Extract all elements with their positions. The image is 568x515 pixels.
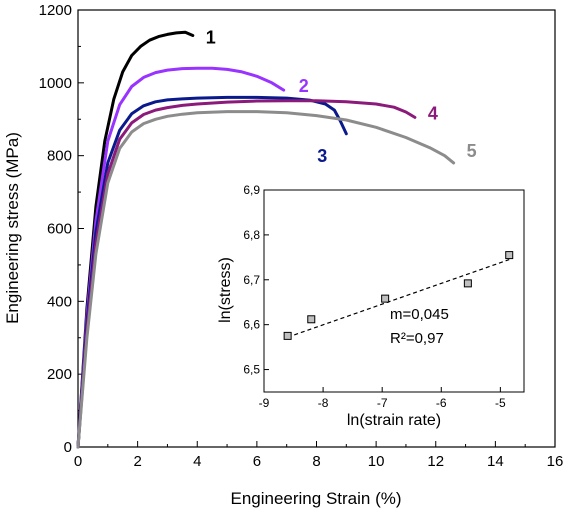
- inset-x-tick-label: -6: [436, 396, 447, 410]
- inset-x-tick-label: -8: [318, 396, 329, 410]
- inset-y-tick-label: 6,5: [243, 363, 260, 377]
- inset-x-axis-title: ln(strain rate): [347, 412, 441, 429]
- inset-data-point: [463, 279, 472, 288]
- inset-y-tick-label: 6,8: [243, 228, 260, 242]
- main-y-tick-label: 600: [47, 221, 72, 238]
- main-y-axis-title: Engineering stress (MPa): [3, 132, 22, 324]
- main-y-tick-label: 1200: [39, 2, 72, 19]
- inset-y-axis-title: ln(stress): [217, 257, 234, 323]
- main-y-tick-label: 0: [64, 439, 72, 456]
- inset-data-point: [307, 315, 316, 324]
- main-y-tick-label: 200: [47, 366, 72, 383]
- main-x-tick-label: 4: [193, 453, 201, 470]
- curve-label-1: 1: [206, 27, 216, 47]
- main-series-group: [76, 30, 456, 449]
- main-x-tick-label: 10: [368, 453, 385, 470]
- curve-label-3: 3: [317, 146, 327, 166]
- main-x-tick-label: 12: [427, 453, 444, 470]
- inset-x-tick-label: -9: [259, 396, 270, 410]
- series-line-3: [76, 95, 348, 449]
- curve-labels: 1 2 3 4 5: [206, 27, 477, 165]
- inset-data-point: [381, 294, 390, 303]
- main-y-tick-label: 800: [47, 148, 72, 165]
- main-x-tick-label: 2: [133, 453, 141, 470]
- inset-points-group: [283, 251, 514, 340]
- main-x-tick-label: 16: [547, 453, 564, 470]
- inset-data-point: [505, 251, 514, 260]
- curve-label-4: 4: [428, 103, 438, 123]
- series-line-5: [76, 110, 456, 449]
- slope-annotation: m=0,045: [390, 306, 449, 323]
- main-x-tick-label: 14: [487, 453, 504, 470]
- main-y-tick-label: 400: [47, 293, 72, 310]
- inset-data-point: [283, 331, 292, 340]
- main-x-tick-label: 6: [253, 453, 261, 470]
- r-squared-annotation: R²=0,97: [390, 330, 444, 347]
- main-x-tick-label: 0: [74, 453, 82, 470]
- inset-plot-frame: [263, 189, 525, 393]
- curve-label-2: 2: [299, 76, 309, 96]
- inset-axis-ticks: -9 -8 -7 -6 -5 6,5 6,6 6,7 6,8 6,9: [243, 183, 506, 410]
- inset-y-tick-label: 6,9: [243, 183, 260, 197]
- inset-x-tick-label: -7: [377, 396, 388, 410]
- series-line-4: [76, 99, 417, 449]
- inset-x-tick-label: -5: [495, 396, 506, 410]
- inset-y-tick-label: 6,6: [243, 318, 260, 332]
- main-x-tick-label: 8: [312, 453, 320, 470]
- main-x-axis-title: Engineering Strain (%): [230, 489, 401, 508]
- series-line-1: [76, 30, 195, 449]
- series-line-2: [76, 66, 286, 449]
- main-y-tick-label: 1000: [39, 75, 72, 92]
- inset-y-tick-label: 6,7: [243, 273, 260, 287]
- curve-label-5: 5: [467, 141, 477, 161]
